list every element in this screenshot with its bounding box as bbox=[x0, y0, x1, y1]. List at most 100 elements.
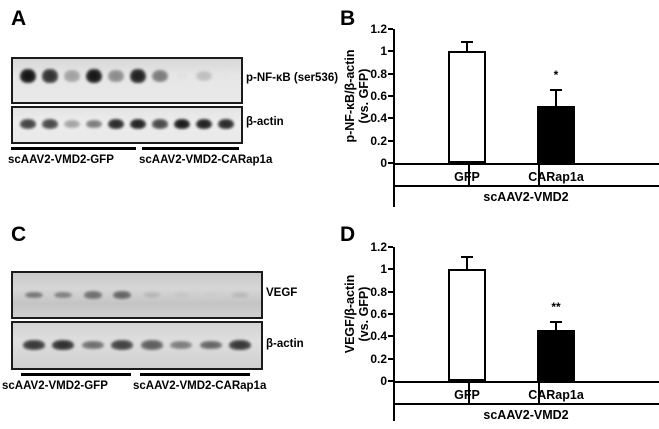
y-axis-tick-label: 0.2 bbox=[370, 133, 387, 148]
error-bar bbox=[466, 41, 468, 52]
blot-label-vegf: VEGF bbox=[266, 287, 298, 299]
x-axis-separator bbox=[538, 381, 540, 403]
y-axis-tick-label: 0 bbox=[380, 156, 387, 170]
panel-a-blot: p-NF-κB (ser536) β-actin scAAV2-VMD2-GFP… bbox=[0, 0, 338, 215]
blot-band bbox=[151, 119, 169, 129]
y-axis-tick-label: 0.6 bbox=[370, 89, 387, 103]
y-axis-tick-label: 1.2 bbox=[370, 22, 387, 36]
blot-band bbox=[229, 340, 252, 350]
y-axis-title: p-NF-κB/β-actin (vs. GFP) bbox=[343, 14, 377, 178]
panel-d-chart: 0 0.2 0.4 0.6 0.8 1 1.2 VEGF/β-actin (vs. GFP) GF… bbox=[330, 215, 659, 429]
blot-band bbox=[201, 292, 220, 298]
y-axis-tick-label: 0.8 bbox=[370, 284, 387, 299]
panel-label-a: A bbox=[11, 7, 27, 30]
x-axis-group-title: scAAV2-VMD2 bbox=[483, 190, 569, 204]
error-bar bbox=[555, 89, 557, 107]
blot-band bbox=[173, 119, 191, 129]
group-rule-carap1a-c bbox=[140, 373, 250, 376]
blot-band bbox=[129, 119, 147, 129]
significance-marker: ** bbox=[551, 299, 561, 314]
blot-band bbox=[86, 69, 102, 83]
blot-band bbox=[19, 119, 37, 129]
blot-band bbox=[217, 119, 235, 129]
blot-band bbox=[170, 340, 193, 350]
blot-band bbox=[81, 340, 104, 350]
y-axis-tick-label: 0.4 bbox=[370, 111, 387, 126]
group-label-carap1a-c: scAAV2-VMD2-CARap1a bbox=[133, 380, 267, 392]
x-axis-category-label: GFP bbox=[454, 170, 480, 184]
x-axis-separator bbox=[393, 381, 395, 403]
y-axis-tick bbox=[388, 162, 393, 164]
bar-carap1a bbox=[537, 329, 575, 381]
y-axis-title: VEGF/β-actin (vs. GFP) bbox=[343, 232, 377, 396]
blot-band bbox=[174, 71, 190, 81]
y-axis-tick-label: 0.6 bbox=[370, 307, 387, 321]
blot-band bbox=[107, 119, 125, 129]
y-axis-tick bbox=[388, 50, 393, 53]
group-rule-gfp-a bbox=[11, 147, 136, 150]
x-axis bbox=[393, 381, 659, 383]
y-axis-tick-label: 0 bbox=[380, 374, 387, 388]
blot-lanes-vegf bbox=[13, 273, 261, 317]
blot-label-beta-actin-a: β-actin bbox=[246, 116, 284, 128]
y-axis-tick bbox=[388, 95, 393, 97]
blot-band bbox=[64, 70, 80, 82]
blot-band bbox=[142, 291, 161, 298]
y-axis-tick bbox=[388, 268, 393, 271]
blot-image-beta-actin-c bbox=[11, 321, 263, 370]
x-axis-category-label: CARap1a bbox=[528, 170, 584, 184]
panel-label-b: B bbox=[340, 7, 356, 30]
y-axis-tick bbox=[388, 72, 393, 75]
y-axis-tick bbox=[388, 357, 393, 360]
blot-image-p-nfkb bbox=[11, 57, 243, 104]
blot-band bbox=[113, 291, 132, 299]
x-axis-group-rule bbox=[393, 403, 659, 405]
blot-band bbox=[152, 69, 168, 83]
blot-band bbox=[199, 340, 222, 350]
blot-band bbox=[140, 340, 163, 350]
blot-band bbox=[172, 292, 191, 298]
error-bar bbox=[555, 320, 557, 330]
y-axis-title-line: p-NF-κB/β-actin bbox=[343, 49, 357, 143]
y-axis-tick-label: 1 bbox=[380, 262, 387, 277]
y-axis-tick bbox=[388, 335, 393, 338]
blot-band bbox=[218, 71, 234, 81]
x-axis-category-label: GFP bbox=[454, 388, 480, 402]
panel-label-d: D bbox=[340, 223, 356, 246]
y-axis-tick bbox=[388, 246, 393, 248]
blot-band bbox=[83, 291, 102, 299]
error-bar-cap bbox=[461, 41, 473, 44]
x-axis-separator bbox=[538, 163, 540, 185]
error-bar bbox=[466, 255, 468, 270]
error-bar-cap bbox=[550, 320, 562, 323]
blot-band bbox=[85, 119, 103, 129]
significance-marker: * bbox=[553, 68, 559, 83]
bar-carap1a bbox=[537, 106, 575, 163]
blot-band bbox=[231, 292, 250, 298]
blot-image-vegf bbox=[11, 271, 263, 319]
blot-lanes-p-nfkb bbox=[13, 59, 241, 102]
blot-lanes-beta-actin-a bbox=[13, 108, 241, 142]
group-rule-carap1a-a bbox=[142, 147, 239, 150]
y-axis-tick bbox=[388, 380, 393, 382]
panel-b-chart: 0 0.2 0.4 0.6 0.8 1 1.2 p-NF-κB/β-actin (vs. GFP… bbox=[330, 0, 659, 215]
blot-image-beta-actin-a bbox=[11, 106, 243, 144]
blot-band bbox=[20, 69, 36, 83]
x-axis-group-tick bbox=[393, 403, 395, 421]
group-label-gfp-a: scAAV2-VMD2-GFP bbox=[8, 154, 114, 166]
group-label-gfp-c: scAAV2-VMD2-GFP bbox=[2, 380, 108, 392]
blot-band bbox=[42, 69, 58, 83]
blot-band bbox=[130, 69, 146, 83]
x-axis-separator bbox=[468, 381, 470, 403]
y-axis-tick-label: 1.2 bbox=[370, 240, 387, 254]
y-axis-tick bbox=[388, 139, 393, 142]
x-axis bbox=[393, 163, 659, 165]
bar-gfp bbox=[448, 51, 486, 163]
y-axis-title-line: (vs. GFP) bbox=[357, 68, 371, 124]
x-axis-group-tick bbox=[393, 185, 395, 207]
blot-band bbox=[108, 70, 124, 82]
y-axis-title-line: VEGF/β-actin bbox=[343, 274, 357, 354]
x-axis-separator bbox=[393, 163, 395, 185]
blot-band bbox=[196, 70, 212, 82]
